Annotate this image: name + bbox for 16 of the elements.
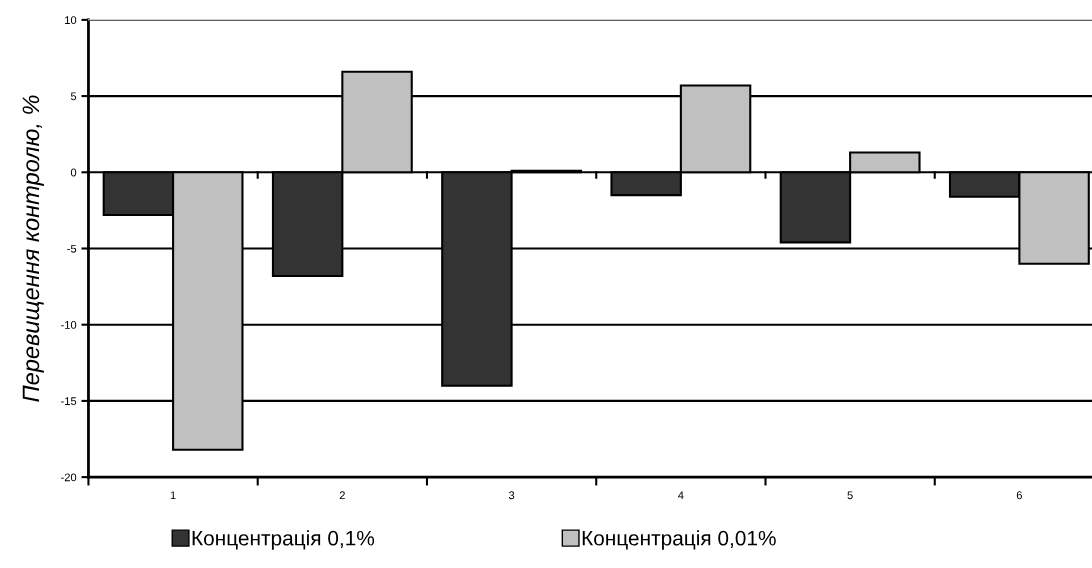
x-tick-label: 2 [339,491,345,500]
x-tick-label: 3 [508,491,515,500]
y-tick-label: -5 [67,244,77,253]
x-tick-label: 6 [1016,491,1022,500]
y-tick-label: 5 [70,92,77,101]
y-tick-label: -20 [61,473,77,482]
y-axis-title: Перевищення контролю, % [22,95,44,402]
legend-label: Концентрація 0,1% [192,530,375,550]
y-tick-label: 10 [65,16,77,25]
legend-label: Концентрація 0,01% [582,530,776,550]
x-tick-label: 4 [678,491,684,500]
y-tick-label: -15 [61,397,77,406]
x-tick-label: 1 [170,491,176,500]
x-tick-label: 5 [847,491,853,500]
y-tick-label: -10 [61,320,77,329]
y-tick-label: 0 [70,168,77,177]
